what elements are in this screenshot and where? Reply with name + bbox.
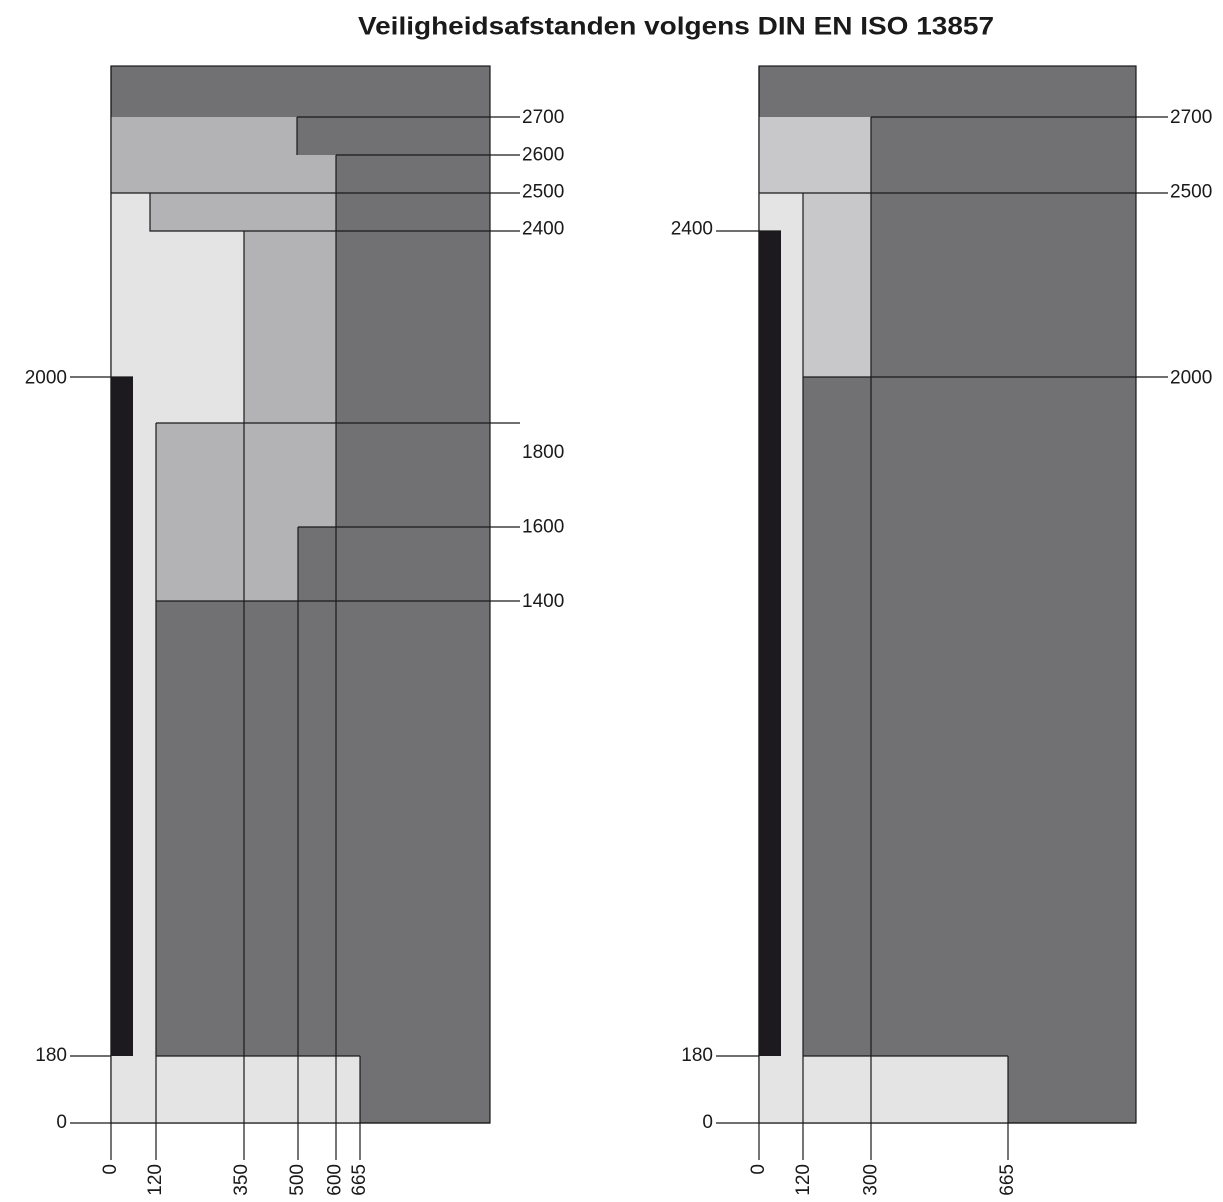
distance-label: 120 <box>145 1164 166 1196</box>
height-label: 0 <box>702 1112 713 1133</box>
height-label: 2700 <box>522 107 564 128</box>
right-panel <box>716 65 1168 1160</box>
height-label: 2400 <box>522 219 564 240</box>
distance-label: 665 <box>349 1164 370 1196</box>
body-bar <box>111 377 133 1056</box>
left-panel <box>70 65 520 1160</box>
leader-lines <box>716 66 1168 1160</box>
distance-label: 0 <box>100 1164 121 1175</box>
distance-label: 120 <box>793 1164 814 1196</box>
height-label: 1400 <box>522 591 564 612</box>
distance-label: 0 <box>748 1164 769 1175</box>
height-label: 1800 <box>522 442 564 463</box>
distance-label: 600 <box>325 1164 346 1196</box>
distance-label: 350 <box>231 1164 252 1196</box>
zone-light <box>759 193 1008 1123</box>
height-label: 2500 <box>1170 182 1212 203</box>
height-label: 180 <box>681 1045 713 1066</box>
height-label: 2600 <box>522 144 564 165</box>
distance-label: 665 <box>997 1164 1018 1196</box>
distance-label: 300 <box>860 1164 881 1196</box>
leader-lines <box>70 66 520 1160</box>
title: Veiligheidsafstanden volgens DIN EN ISO … <box>358 13 994 41</box>
height-label: 2700 <box>1170 107 1212 128</box>
height-label: 0 <box>56 1112 67 1133</box>
height-label: 2000 <box>1170 368 1212 389</box>
zone-light <box>111 193 360 1123</box>
height-label: 2500 <box>522 182 564 203</box>
body-bar <box>759 231 781 1056</box>
zone-medium <box>111 117 336 601</box>
height-label: 1600 <box>522 516 564 537</box>
distance-label: 500 <box>287 1164 308 1196</box>
zone-medium <box>759 117 871 377</box>
height-label: 180 <box>35 1045 67 1066</box>
height-label: 2000 <box>25 368 67 389</box>
height-label: 2400 <box>671 219 713 240</box>
